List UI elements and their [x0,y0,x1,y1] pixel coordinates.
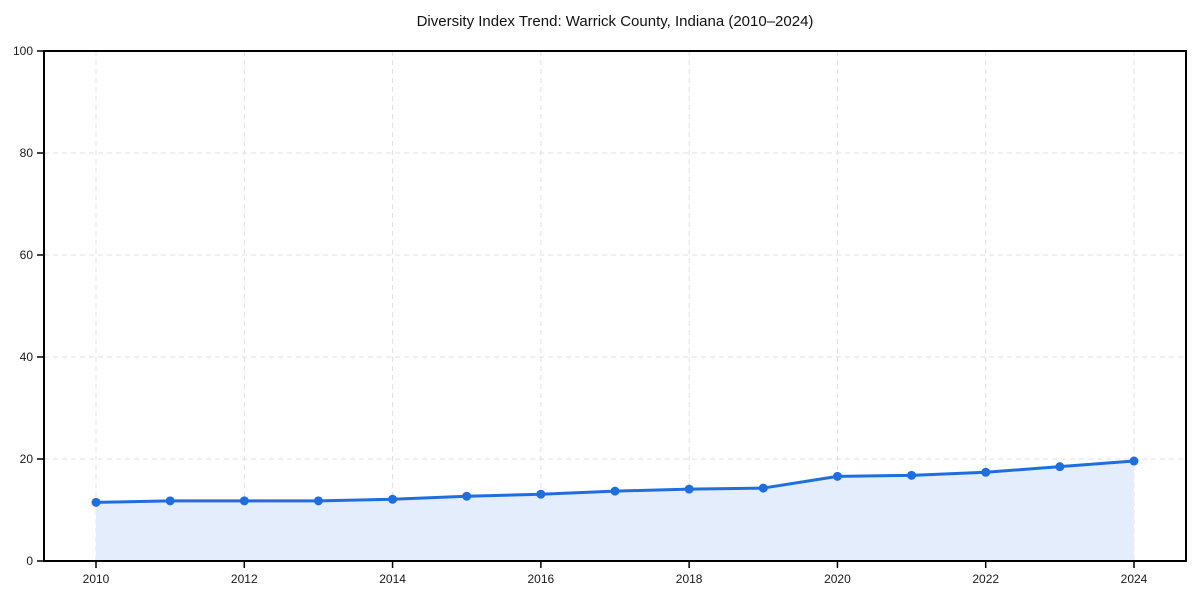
y-tick-label-80: 80 [20,146,34,160]
data-point-2018 [684,484,694,494]
data-point-2019 [758,483,768,493]
data-point-2012 [239,496,249,506]
data-point-2017 [610,486,620,496]
y-tick-label-20: 20 [20,452,34,466]
y-tick-label-60: 60 [20,248,34,262]
data-point-2011 [165,496,175,506]
x-tick-label-2010: 2010 [83,572,110,586]
data-point-2016 [536,489,546,499]
data-point-2021 [907,470,917,480]
data-point-2023 [1055,462,1065,472]
data-point-2022 [981,467,991,477]
y-tick-label-100: 100 [13,44,33,58]
plot-border [43,50,1187,562]
x-tick-label-2012: 2012 [231,572,258,586]
x-tick-label-2018: 2018 [676,572,703,586]
y-tick-label-0: 0 [26,554,33,568]
x-tick-label-2016: 2016 [528,572,555,586]
data-point-2015 [462,491,472,501]
x-tick-label-2014: 2014 [379,572,406,586]
data-point-2010 [91,497,101,507]
data-point-2013 [313,496,323,506]
data-point-2014 [388,494,398,504]
x-tick-label-2022: 2022 [972,572,999,586]
x-tick-label-2020: 2020 [824,572,851,586]
area-fill [96,461,1134,561]
data-point-2020 [832,471,842,481]
data-point-2024 [1129,456,1139,466]
x-tick-label-2024: 2024 [1121,572,1148,586]
chart-title: Diversity Index Trend: Warrick County, I… [416,13,814,30]
y-tick-label-40: 40 [20,350,34,364]
